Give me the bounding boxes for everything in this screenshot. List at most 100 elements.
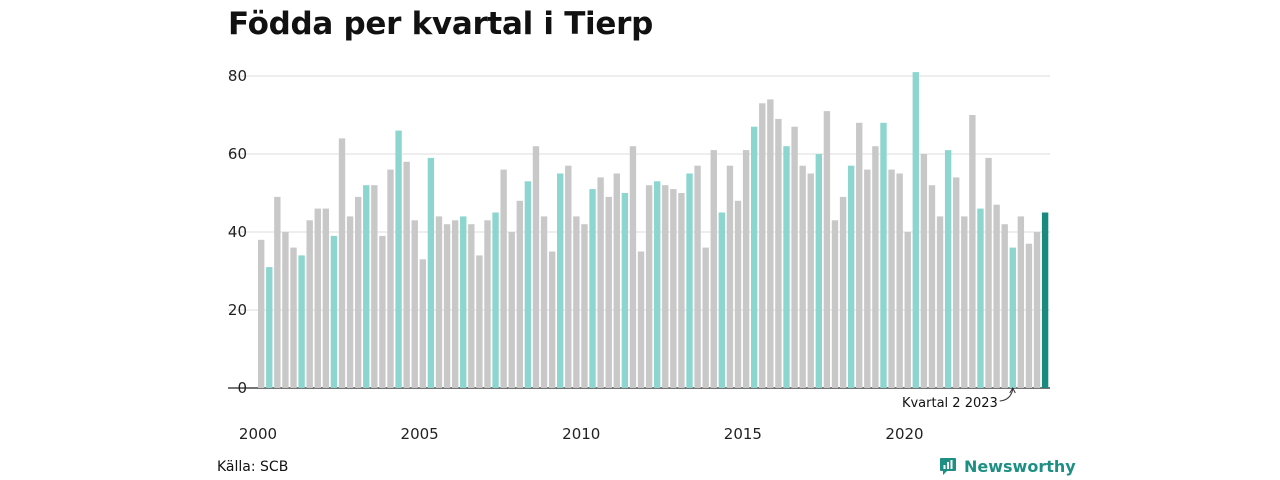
bar [419,259,427,388]
bar [1033,232,1041,388]
bar [548,251,556,388]
bar [443,224,451,388]
bar [767,99,774,389]
bar [581,224,588,388]
bar [484,220,491,388]
bar [888,169,895,388]
bar [791,126,798,388]
bar [799,165,806,388]
bar [476,255,483,388]
bar [540,216,548,388]
bar [451,220,459,388]
bar [629,146,637,388]
bar [573,216,580,388]
bar [702,247,709,388]
bar [468,224,475,388]
bar [912,72,919,388]
bar [977,208,984,388]
bar [662,185,669,388]
bar [589,189,596,388]
bar [322,208,330,388]
bar [621,193,629,388]
bar [460,216,467,388]
bar [839,196,847,388]
bar [605,196,612,388]
bar [427,157,435,388]
bar [823,111,831,388]
bar [694,165,701,388]
bar [298,255,305,388]
bar [920,154,928,388]
y-tick-label: 0 [237,379,247,397]
bar [645,185,653,388]
bar [831,220,839,388]
bar-chart: 0 20 40 60 80 2000 2005 2010 2015 2020 Kvartal 2… [228,67,1050,443]
bar [1009,247,1016,388]
bar [993,204,1000,388]
bar [290,247,297,388]
bar [936,216,944,388]
y-tick-label: 80 [228,67,247,85]
y-tick-label: 60 [228,145,247,163]
annotation-label: Kvartal 2 2023 [902,396,998,411]
bar [953,177,960,388]
bar [726,165,734,388]
x-tick-label: 2010 [562,425,600,443]
bar [371,185,378,388]
x-tick-label: 2005 [401,425,439,443]
bar [670,189,677,388]
bar [847,165,855,388]
bar [338,138,346,388]
bar [872,146,879,388]
x-tick-label: 2015 [724,425,762,443]
bar [500,169,507,388]
bar [508,232,515,388]
bar [379,235,386,388]
bars [258,72,1049,389]
bar [314,208,321,388]
bar [1041,212,1049,388]
bar [524,181,532,388]
y-tick-label: 20 [228,301,247,319]
bar [1001,224,1008,388]
bar [565,165,572,388]
bar [815,154,823,388]
bar [734,200,742,388]
bar [864,169,871,388]
bar [557,173,564,388]
annotation: Kvartal 2 2023 [902,386,1016,411]
bar [266,267,273,388]
bar [516,200,523,388]
bar [637,251,645,388]
bar [750,126,758,388]
x-tick-label: 2020 [885,425,923,443]
bar [654,181,661,388]
bar [1025,243,1033,388]
bar [1017,216,1025,388]
bar [985,157,992,388]
bar [742,150,750,388]
x-tick-label: 2000 [239,425,277,443]
newsworthy-logo-icon [940,458,956,475]
brand-name: Newsworthy [964,456,1076,476]
x-axis-tick-labels: 2000 2005 2010 2015 2020 [239,425,924,443]
bar [775,118,782,389]
bar [282,232,289,388]
annotation-arrowhead [1009,386,1016,394]
bar [387,169,394,388]
bar [686,173,693,388]
bar [597,177,604,388]
bar [435,216,443,388]
bar [346,216,354,388]
bar [258,239,265,388]
brand-logo: Newsworthy [938,456,1076,476]
bar [880,122,887,389]
bar [904,232,911,388]
y-tick-label: 40 [228,223,247,241]
bar [944,150,952,388]
chart-title: Födda per kvartal i Tierp [228,6,653,42]
bar [403,161,410,388]
bar [492,212,499,388]
bar [759,103,766,389]
bar [330,235,338,388]
